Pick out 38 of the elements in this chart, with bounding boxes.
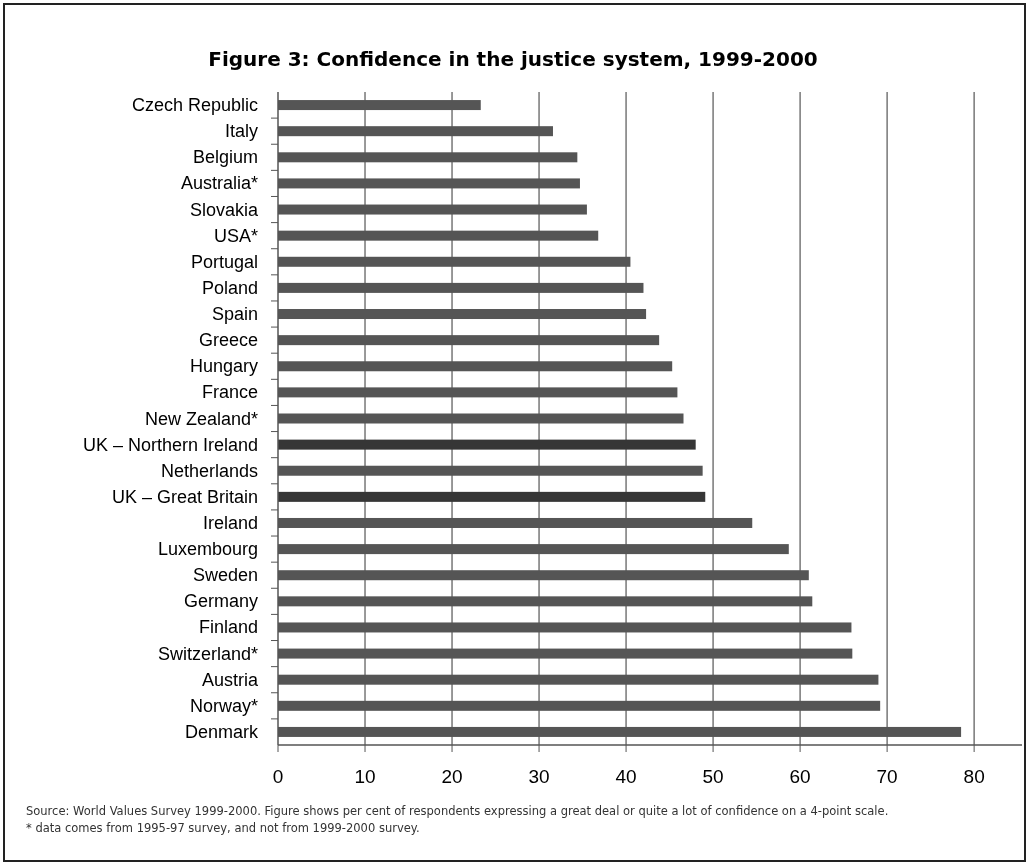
y-tick-label: Norway* — [189, 695, 258, 716]
y-tick-label: France — [201, 382, 258, 403]
chart-title: Figure 3: Confidence in the justice system, 1999-2000 — [208, 47, 818, 71]
x-tick-label: 70 — [876, 766, 898, 787]
y-tick-label: Italy — [224, 121, 258, 142]
x-tick-label: 30 — [528, 766, 550, 787]
y-tick-label: Switzerland* — [157, 643, 258, 664]
x-tick-label: 80 — [963, 766, 985, 787]
y-tick-label: Poland — [201, 277, 258, 298]
y-tick-label: Hungary — [189, 356, 258, 377]
x-tick-label: 60 — [789, 766, 811, 787]
y-tick-label: Denmark — [184, 721, 259, 742]
y-tick-label: Luxembourg — [157, 539, 258, 560]
x-tick-label: 50 — [702, 766, 724, 787]
y-tick-label: New Zealand* — [144, 408, 258, 429]
y-tick-label: Ireland — [202, 512, 258, 533]
y-tick-label: Netherlands — [160, 460, 258, 481]
y-tick-label: Finland — [198, 617, 258, 638]
y-tick-label: UK – Northern Ireland — [82, 434, 258, 455]
y-tick-label: Australia* — [180, 173, 258, 194]
x-tick-label: 20 — [441, 766, 463, 787]
y-tick-label: Sweden — [192, 565, 258, 586]
source-note: Source: World Values Survey 1999-2000. Figure shows per cent of respondents expressing a great deal or quite a lot of confidence on a 4-point scale. * data comes from 1995-97 survey, and not from 1999-2000 survey. — [26, 804, 889, 835]
x-tick-label: 10 — [354, 766, 376, 787]
y-tick-label: USA* — [213, 225, 258, 246]
y-tick-label: Germany — [183, 591, 258, 612]
y-tick-label: Slovakia — [189, 199, 259, 220]
y-tick-label: Spain — [211, 304, 258, 325]
y-tick-label: Czech Republic — [131, 95, 258, 116]
y-tick-label: Austria — [201, 669, 259, 690]
bar — [278, 439, 696, 450]
y-tick-label: Belgium — [192, 147, 258, 168]
x-tick-label: 40 — [615, 766, 637, 787]
x-tick-label: 0 — [272, 766, 284, 787]
y-tick-label: Greece — [198, 330, 258, 351]
y-tick-label: UK – Great Britain — [111, 486, 258, 507]
y-tick-label: Portugal — [190, 251, 258, 272]
bar — [278, 491, 706, 502]
